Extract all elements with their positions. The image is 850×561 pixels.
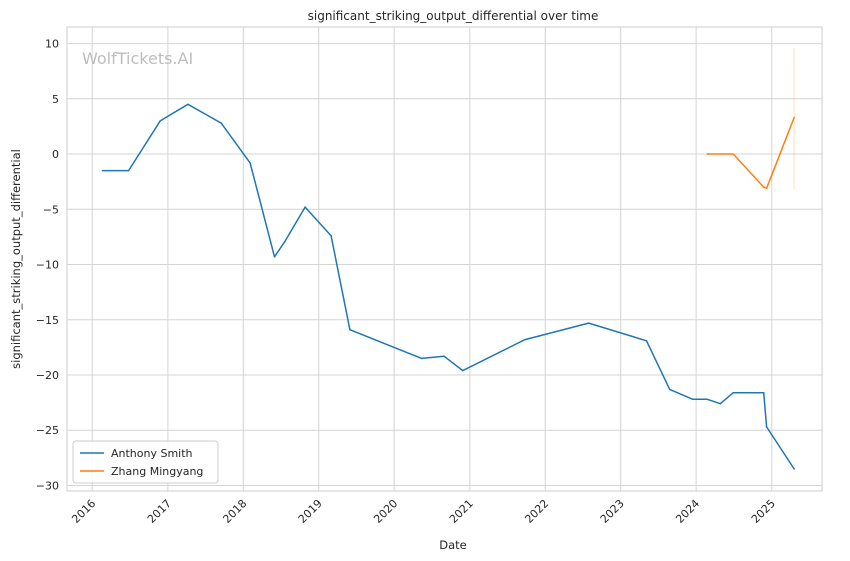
y-tick-label: 10 <box>45 38 59 51</box>
data-point-zhang-mingyang <box>765 187 768 190</box>
data-point-zhang-mingyang <box>762 186 765 188</box>
data-point-anthony-smith <box>793 468 795 470</box>
x-tick-label: 2021 <box>447 497 476 526</box>
y-tick-label: −25 <box>36 424 59 437</box>
y-tick-labels: 10 5 0 −5 −10 −15 −20 −25 −30 <box>36 38 59 493</box>
data-point-anthony-smith <box>330 235 332 237</box>
x-tick-label: 2020 <box>371 497 400 526</box>
data-point-anthony-smith <box>461 369 464 372</box>
data-point-anthony-smith <box>284 240 286 243</box>
watermark: WolfTickets.AI <box>82 49 193 68</box>
y-tick-label: −15 <box>36 314 59 327</box>
data-point-anthony-smith <box>304 206 306 208</box>
x-tick-label: 2022 <box>522 497 551 526</box>
data-point-zhang-mingyang <box>793 116 795 119</box>
data-point-zhang-mingyang <box>732 153 735 155</box>
y-tick-label: 5 <box>52 93 59 106</box>
data-point-anthony-smith <box>587 322 590 324</box>
series-layer <box>101 47 795 470</box>
data-point-anthony-smith <box>645 339 648 342</box>
x-tick-labels: 2016 2017 2018 2019 2020 2021 2022 2023 2024 2025 <box>69 497 778 526</box>
x-tick-label: 2023 <box>598 497 627 526</box>
plot-area <box>66 26 823 492</box>
data-point-anthony-smith <box>349 328 351 331</box>
y-tick-label: −30 <box>36 479 59 492</box>
data-point-anthony-smith <box>524 338 526 341</box>
data-point-anthony-smith <box>719 402 722 405</box>
data-point-anthony-smith <box>101 169 104 172</box>
data-point-anthony-smith <box>692 398 694 401</box>
x-tick-label: 2018 <box>220 497 249 526</box>
data-point-anthony-smith <box>220 122 222 124</box>
y-tick-label: −5 <box>43 203 59 216</box>
data-point-anthony-smith <box>273 255 276 258</box>
legend: Anthony Smith Zhang Mingyang <box>72 440 219 484</box>
x-tick-label: 2025 <box>749 497 778 526</box>
x-tick-label: 2019 <box>296 497 325 526</box>
data-point-anthony-smith <box>706 398 709 401</box>
data-point-anthony-smith <box>127 169 130 172</box>
legend-label-anthony-smith: Anthony Smith <box>111 447 193 460</box>
x-tick-label: 2016 <box>69 497 98 526</box>
y-tick-label: −20 <box>36 369 59 382</box>
data-point-anthony-smith <box>765 426 768 428</box>
legend-box <box>72 440 219 484</box>
y-tick-label: −10 <box>36 259 59 272</box>
x-axis-label: Date <box>439 538 467 552</box>
data-point-anthony-smith <box>443 355 445 358</box>
data-point-anthony-smith <box>420 357 423 360</box>
data-point-anthony-smith <box>732 391 735 394</box>
grid <box>67 27 822 491</box>
x-tick-label: 2024 <box>673 497 702 526</box>
x-tick-label: 2017 <box>145 497 174 526</box>
data-point-anthony-smith <box>668 388 671 391</box>
data-point-anthony-smith <box>159 120 162 122</box>
data-point-zhang-mingyang <box>706 153 709 155</box>
data-point-anthony-smith <box>249 162 251 164</box>
legend-label-zhang-mingyang: Zhang Mingyang <box>111 465 203 478</box>
y-tick-label: 0 <box>52 148 59 161</box>
data-point-anthony-smith <box>762 391 765 394</box>
chart-title: significant_striking_output_differential… <box>308 9 599 23</box>
y-axis-label: significant_striking_output_differential <box>9 149 23 369</box>
data-point-anthony-smith <box>187 103 189 106</box>
